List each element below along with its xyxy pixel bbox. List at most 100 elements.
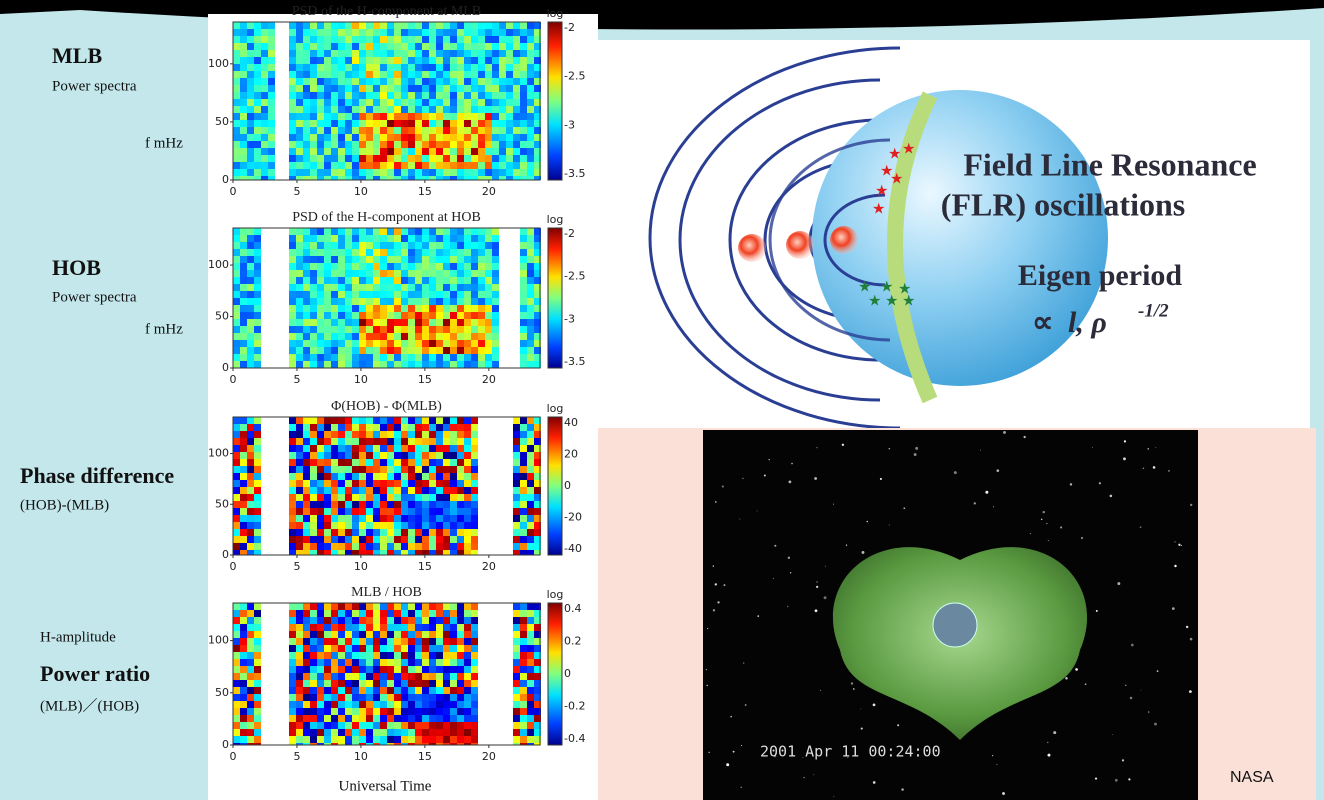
spectrogram-cell	[506, 22, 513, 29]
spectrogram-cell	[254, 701, 261, 708]
spectrogram-cell	[464, 659, 471, 666]
spectrogram-cell	[436, 242, 443, 249]
spectrogram-cell	[478, 120, 485, 127]
spectrogram-cell	[513, 543, 520, 550]
spectrogram-cell	[443, 113, 450, 120]
x-tick-label: 0	[230, 750, 237, 763]
spectrogram-cell	[527, 452, 534, 459]
spectrogram-cell	[450, 480, 457, 487]
spectrogram-cell	[338, 438, 345, 445]
spectrogram-cell	[338, 722, 345, 729]
label-sub: (HOB)-(MLB)	[20, 497, 109, 513]
spectrogram-cell	[254, 631, 261, 638]
spectrogram-cell	[380, 354, 387, 361]
spectrogram-cell	[415, 736, 422, 743]
spectrogram-cell	[233, 687, 240, 694]
spectrogram-cell	[303, 249, 310, 256]
spectrogram-cell	[443, 106, 450, 113]
spectrogram-cell	[429, 155, 436, 162]
spectrogram-cell	[422, 99, 429, 106]
spectrogram-cell	[401, 466, 408, 473]
spectrogram-cell	[254, 354, 261, 361]
spectrogram-cell	[429, 284, 436, 291]
spectrogram-cell	[513, 127, 520, 134]
spectrogram-cell	[387, 543, 394, 550]
spectrogram-cell	[233, 99, 240, 106]
spectrogram-cell	[303, 148, 310, 155]
spectrogram-cell	[240, 29, 247, 36]
spectrogram-cell	[527, 638, 534, 645]
spectrogram-cell	[317, 29, 324, 36]
star	[773, 578, 774, 579]
spectrogram-cell	[478, 340, 485, 347]
spectrogram-cell	[394, 113, 401, 120]
spectrogram-cell	[247, 673, 254, 680]
spectrogram-cell	[471, 550, 478, 555]
spectrogram-cell	[422, 536, 429, 543]
spectrogram-cell	[310, 277, 317, 284]
spectrogram-cell	[366, 550, 373, 555]
spectrogram-cell	[345, 529, 352, 536]
spectrogram-cell	[401, 515, 408, 522]
spectrogram-cell	[429, 522, 436, 529]
spectrogram-cell	[513, 624, 520, 631]
spectrogram-cell	[408, 666, 415, 673]
spectrogram-cell	[506, 176, 513, 180]
spectrogram-cell	[471, 148, 478, 155]
spectrogram-cell	[394, 354, 401, 361]
spectrogram-cell	[345, 162, 352, 169]
spectrogram-cell	[289, 78, 296, 85]
spectrogram-cell	[401, 155, 408, 162]
star	[1155, 447, 1156, 448]
spectrogram-cell	[338, 652, 345, 659]
spectrogram-cell	[338, 736, 345, 743]
spectrogram-cell	[352, 148, 359, 155]
spectrogram-cell	[408, 645, 415, 652]
spectrogram-cell	[422, 617, 429, 624]
spectrogram-cell	[471, 494, 478, 501]
spectrogram-cell	[527, 277, 534, 284]
spectrogram-cell	[352, 445, 359, 452]
spectrogram-cell	[408, 361, 415, 368]
spectrogram-cell	[450, 99, 457, 106]
spectrogram-cell	[310, 64, 317, 71]
spectrogram-cell	[345, 235, 352, 242]
spectrogram-cell	[289, 645, 296, 652]
spectrogram-cell	[436, 78, 443, 85]
spectrogram-cell	[506, 141, 513, 148]
spectrogram-cell	[373, 106, 380, 113]
spectrogram-cell	[359, 361, 366, 368]
spectrogram-cell	[422, 508, 429, 515]
spectrogram-cell	[317, 141, 324, 148]
spectrogram-cell	[429, 431, 436, 438]
spectrogram-cell	[310, 305, 317, 312]
spectrogram-cell	[422, 722, 429, 729]
spectrogram-cell	[324, 452, 331, 459]
spectrogram-cell	[436, 284, 443, 291]
spectrogram-cell	[261, 29, 268, 36]
spectrogram-cell	[331, 652, 338, 659]
spectrogram-cell	[478, 141, 485, 148]
spectrogram-cell	[527, 235, 534, 242]
spectrogram-cell	[408, 22, 415, 29]
spectrogram-cell	[352, 29, 359, 36]
spectrogram-cell	[240, 610, 247, 617]
spectrogram-cell	[373, 176, 380, 180]
spectrogram-cell	[289, 361, 296, 368]
spectrogram-cell	[247, 694, 254, 701]
x-tick-label: 15	[418, 560, 432, 573]
spectrogram-cell	[296, 249, 303, 256]
spectrogram-cell	[422, 57, 429, 64]
spectrogram-cell	[492, 29, 499, 36]
spectrogram-cell	[289, 333, 296, 340]
spectrogram-cell	[436, 113, 443, 120]
spectrogram-cell	[380, 85, 387, 92]
spectrogram-cell	[401, 610, 408, 617]
spectrogram-cell	[520, 263, 527, 270]
spectrogram-cell	[345, 736, 352, 743]
spectrogram-cell	[345, 347, 352, 354]
spectrogram-cell	[513, 50, 520, 57]
spectrogram-cell	[303, 228, 310, 235]
spectrogram-cell	[436, 645, 443, 652]
spectrogram-cell	[233, 249, 240, 256]
